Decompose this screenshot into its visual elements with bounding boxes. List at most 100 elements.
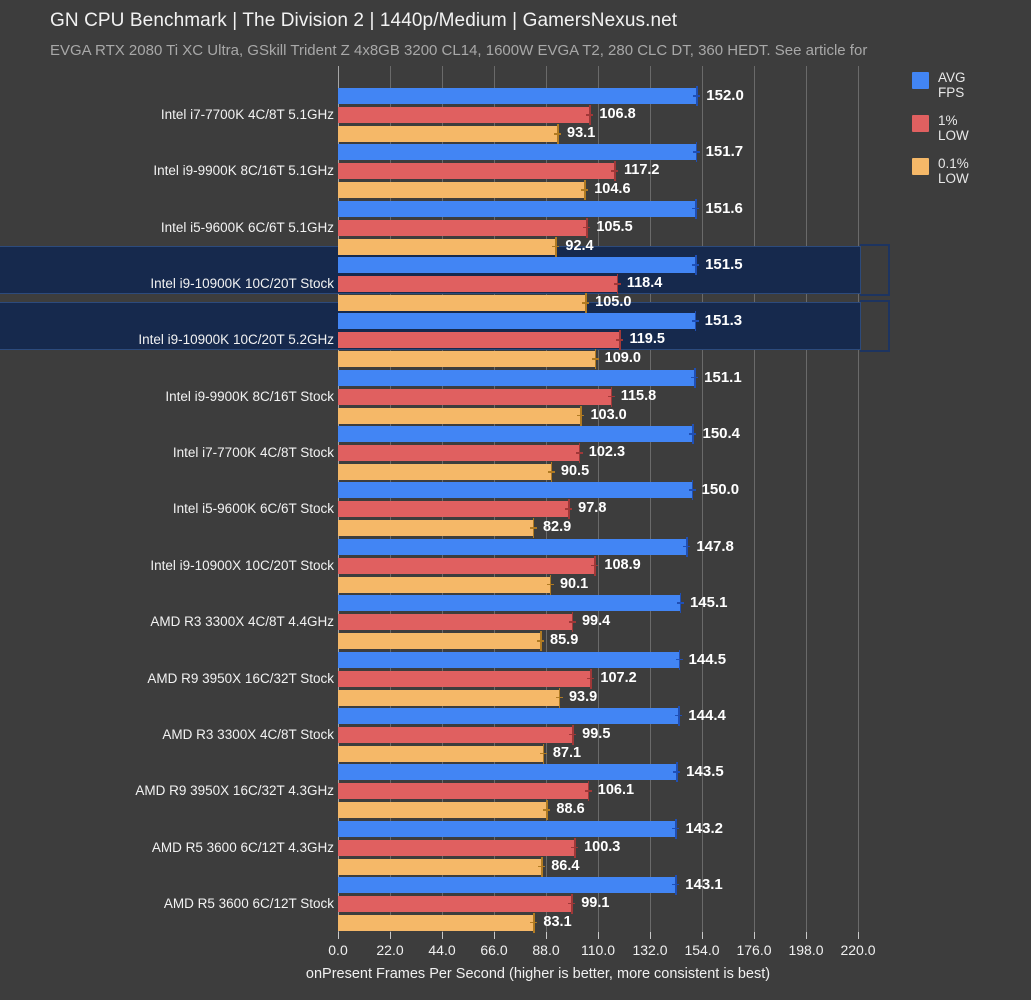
legend-item[interactable]: AVG FPS bbox=[912, 70, 1027, 100]
chart-row[interactable]: Intel i5-9600K 6C/6T 5.1GHz 151.6 105.5 92.… bbox=[0, 198, 1031, 257]
bar-avg-fps[interactable] bbox=[338, 595, 681, 612]
error-bar-whisker bbox=[692, 151, 700, 153]
chart-row[interactable]: AMD R9 3950X 16C/32T Stock 144.5 107.2 93.9 bbox=[0, 649, 1031, 708]
bar-avg-fps[interactable] bbox=[338, 257, 697, 274]
bar-0-1-low[interactable] bbox=[338, 464, 552, 481]
bar-avg-fps[interactable] bbox=[338, 88, 698, 104]
bar-value-label: 93.9 bbox=[568, 688, 598, 705]
error-bar bbox=[582, 293, 590, 314]
x-tick-mark bbox=[390, 932, 391, 939]
bar-value-label: 103.0 bbox=[590, 406, 627, 423]
error-bar-whisker bbox=[539, 752, 547, 755]
bar-1-low[interactable] bbox=[338, 107, 591, 123]
bar-1-low[interactable] bbox=[338, 614, 573, 631]
legend-item[interactable]: 0.1% LOW bbox=[912, 156, 1027, 186]
error-bar bbox=[539, 743, 547, 764]
bar-value-label: 102.3 bbox=[588, 444, 626, 461]
chart-row[interactable]: Intel i9-10900X 10C/20T Stock 147.8 108.9 9… bbox=[0, 536, 1031, 595]
error-bar-whisker bbox=[676, 602, 684, 604]
chart-row[interactable]: Intel i9-10900K 10C/20T 5.2GHz 151.3 119.5… bbox=[0, 311, 1031, 370]
bar-0-1-low[interactable] bbox=[338, 858, 543, 875]
chart-row[interactable]: AMD R3 3300X 4C/8T 4.4GHz 145.1 99.4 85.9 bbox=[0, 593, 1031, 652]
bar-0-1-low[interactable] bbox=[338, 745, 544, 762]
bar-1-low[interactable] bbox=[338, 332, 621, 349]
bar-0-1-low[interactable] bbox=[338, 126, 559, 142]
error-bar-whisker bbox=[575, 452, 583, 454]
chart-row[interactable]: AMD R9 3950X 16C/32T 4.3GHz 143.5 106.1 88.… bbox=[0, 762, 1031, 821]
chart-row[interactable]: Intel i5-9600K 6C/6T Stock 150.0 97.8 82.9 bbox=[0, 480, 1031, 539]
error-bar-whisker bbox=[688, 489, 696, 491]
error-bar-whisker bbox=[568, 621, 576, 623]
error-bar-whisker bbox=[554, 133, 562, 135]
gridline bbox=[754, 66, 755, 932]
bar-1-low[interactable] bbox=[338, 783, 589, 800]
bar-value-label: 107.2 bbox=[600, 669, 637, 686]
bar-avg-fps[interactable] bbox=[338, 369, 696, 386]
chart-row[interactable]: Intel i7-7700K 4C/8T Stock 150.4 102.3 90.5 bbox=[0, 424, 1031, 483]
bar-avg-fps[interactable] bbox=[338, 313, 696, 330]
bar-0-1-low[interactable] bbox=[338, 520, 534, 537]
bar-0-1-low[interactable] bbox=[338, 914, 535, 931]
error-bar bbox=[571, 837, 579, 858]
legend-item[interactable]: 1% LOW bbox=[912, 113, 1027, 143]
bar-0-1-low[interactable] bbox=[338, 802, 548, 819]
bar-1-low[interactable] bbox=[338, 219, 588, 236]
error-bar bbox=[607, 386, 615, 407]
bar-1-low[interactable] bbox=[338, 670, 592, 687]
bar-1-low[interactable] bbox=[338, 163, 616, 180]
x-tick-label: 132.0 bbox=[632, 942, 668, 958]
error-bar-whisker bbox=[692, 264, 700, 266]
chart-row[interactable]: AMD R3 3300X 4C/8T Stock 144.4 99.5 87.1 bbox=[0, 705, 1031, 764]
chart-row[interactable]: AMD R5 3600 6C/12T Stock 143.1 99.1 83.1 bbox=[0, 874, 1031, 933]
bar-1-low[interactable] bbox=[338, 726, 574, 743]
row-category-label: Intel i9-10900K 10C/20T Stock bbox=[150, 276, 334, 292]
bar-0-1-low[interactable] bbox=[338, 689, 560, 706]
bar-avg-fps[interactable] bbox=[338, 651, 680, 668]
bar-0-1-low[interactable] bbox=[338, 295, 587, 312]
bar-value-label: 147.8 bbox=[696, 537, 734, 555]
error-bar-whisker bbox=[584, 790, 592, 792]
x-tick-mark bbox=[650, 932, 651, 939]
bar-value-label: 99.1 bbox=[581, 894, 610, 911]
chart-row[interactable]: Intel i9-10900K 10C/20T Stock 151.5 118.4 1… bbox=[0, 255, 1031, 314]
bar-1-low[interactable] bbox=[338, 388, 612, 405]
bar-0-1-low[interactable] bbox=[338, 633, 542, 650]
row-category-label: Intel i5-9600K 6C/6T 5.1GHz bbox=[160, 219, 334, 235]
bar-0-1-low[interactable] bbox=[338, 182, 586, 199]
bar-value-label: 151.6 bbox=[705, 199, 743, 217]
bar-avg-fps[interactable] bbox=[338, 820, 677, 837]
bar-avg-fps[interactable] bbox=[338, 538, 688, 555]
bar-1-low[interactable] bbox=[338, 895, 573, 912]
error-bar-whisker bbox=[537, 640, 545, 642]
legend-item-label: AVG FPS bbox=[938, 70, 966, 100]
bar-avg-fps[interactable] bbox=[338, 144, 697, 161]
bar-avg-fps[interactable] bbox=[338, 482, 693, 499]
bar-0-1-low[interactable] bbox=[338, 351, 596, 368]
bar-avg-fps[interactable] bbox=[338, 426, 694, 443]
error-bar-whisker bbox=[675, 714, 683, 717]
chart-subtitle: EVGA RTX 2080 Ti XC Ultra, GSkill Triden… bbox=[50, 42, 868, 59]
bar-value-label: 105.5 bbox=[596, 218, 633, 235]
bar-1-low[interactable] bbox=[338, 276, 618, 293]
chart-row[interactable]: Intel i9-9900K 8C/16T Stock 151.1 115.8 103… bbox=[0, 367, 1031, 426]
bar-1-low[interactable] bbox=[338, 557, 596, 574]
bar-avg-fps[interactable] bbox=[338, 764, 678, 781]
chart-row[interactable]: AMD R5 3600 6C/12T 4.3GHz 143.2 100.3 86.4 bbox=[0, 818, 1031, 877]
bar-avg-fps[interactable] bbox=[338, 200, 697, 217]
error-bar-whisker bbox=[582, 302, 590, 304]
bar-avg-fps[interactable] bbox=[338, 876, 677, 893]
bar-1-low[interactable] bbox=[338, 445, 580, 462]
chart-row[interactable]: Intel i7-7700K 4C/8T 5.1GHz 152.0 106.8 93.… bbox=[0, 86, 1031, 144]
bar-0-1-low[interactable] bbox=[338, 576, 551, 593]
bar-value-label: 104.6 bbox=[594, 181, 631, 198]
bar-1-low[interactable] bbox=[338, 501, 570, 518]
bar-0-1-low[interactable] bbox=[338, 407, 582, 424]
x-tick-label: 44.0 bbox=[428, 942, 456, 958]
bar-1-low[interactable] bbox=[338, 839, 576, 856]
bar-0-1-low[interactable] bbox=[338, 238, 557, 255]
chart-row[interactable]: Intel i9-9900K 8C/16T 5.1GHz 151.7 117.2 10… bbox=[0, 142, 1031, 201]
legend-item-label: 0.1% LOW bbox=[938, 156, 969, 186]
legend: AVG FPS 1% LOW 0.1% LOW bbox=[912, 70, 1027, 199]
bar-avg-fps[interactable] bbox=[338, 707, 680, 724]
